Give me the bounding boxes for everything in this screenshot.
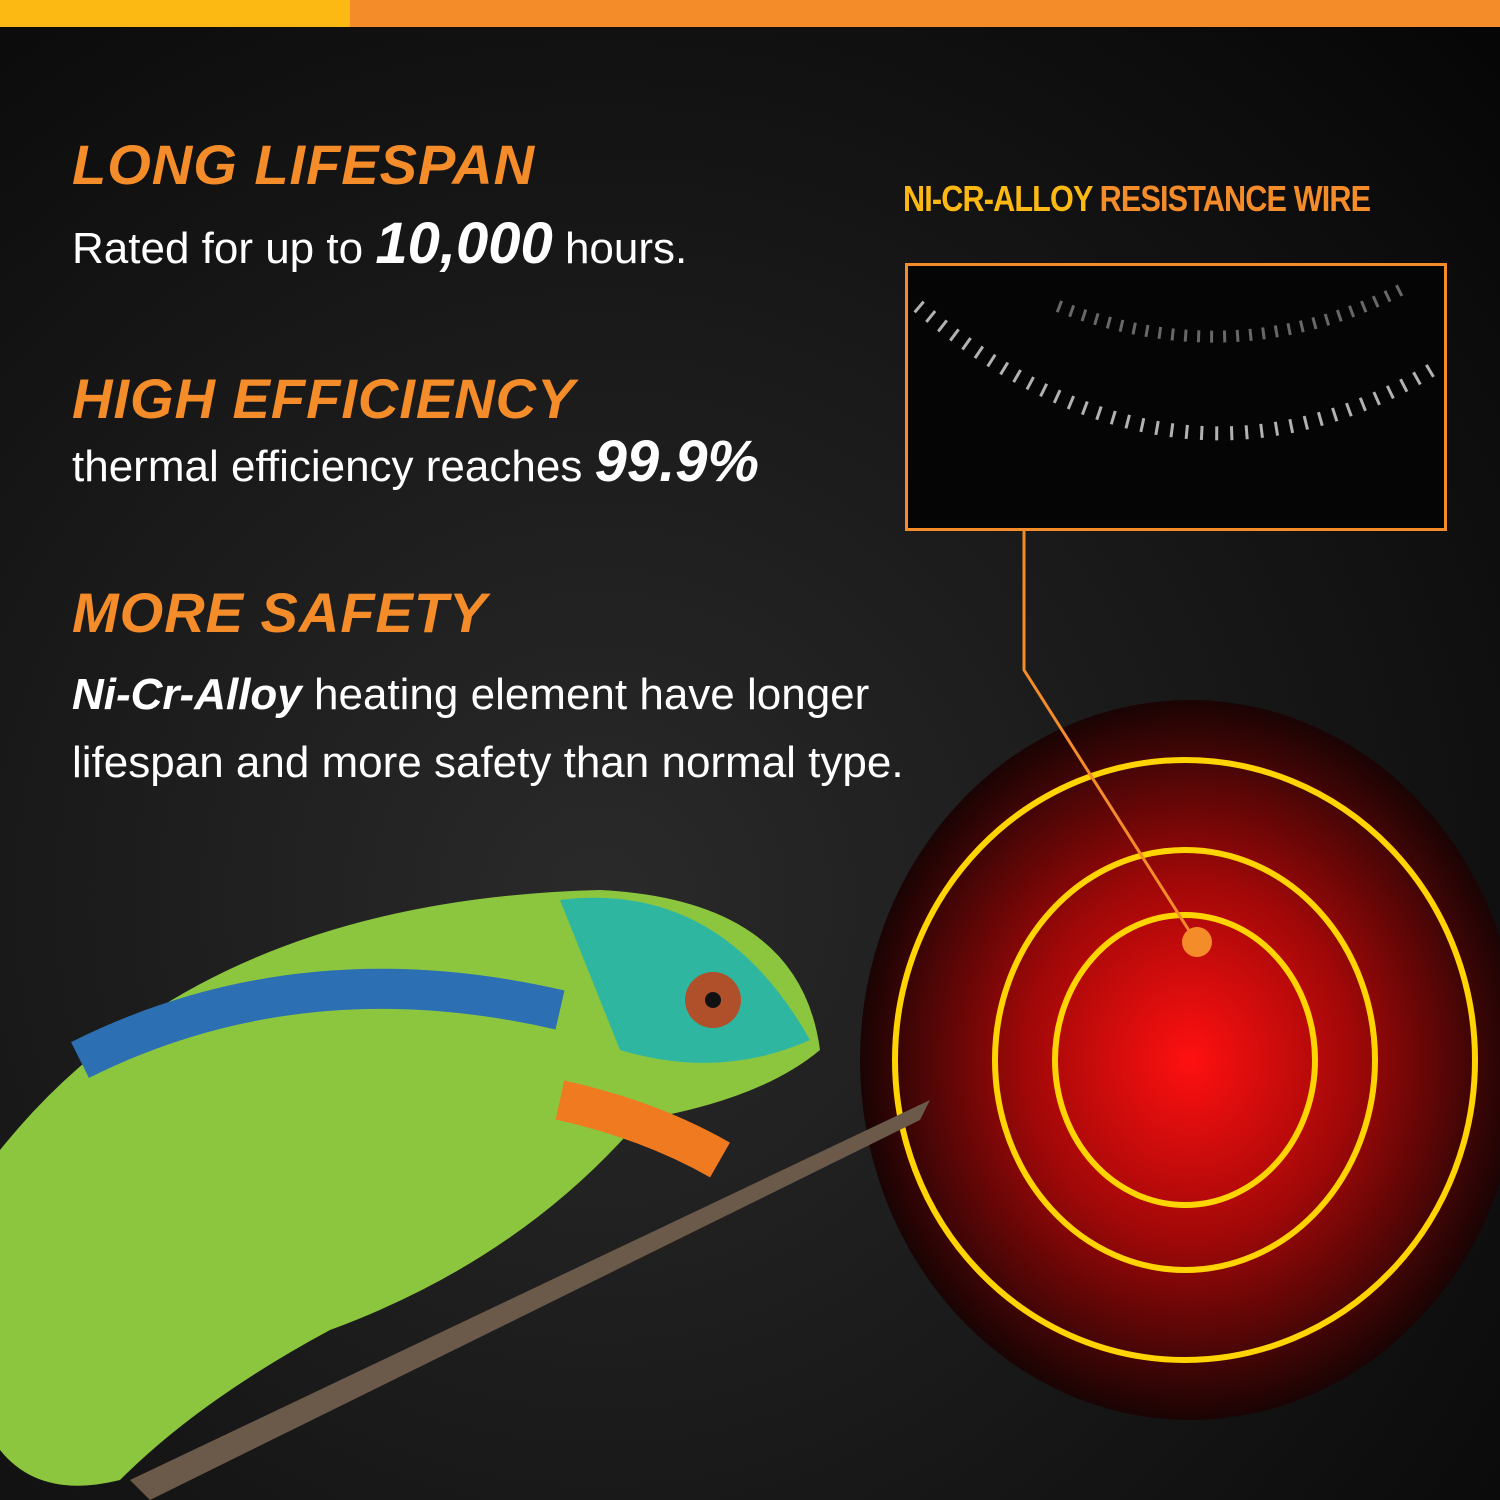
ring-inner <box>1052 912 1318 1208</box>
feature-title-safety: MORE SAFETY <box>72 581 488 644</box>
feature-text-safety-line1: Ni-Cr-Alloy heating element have longer <box>72 670 869 720</box>
wire-coil-graphic <box>913 280 1442 441</box>
wire-closeup-image <box>905 263 1447 531</box>
highlight-alloy: Ni-Cr-Alloy <box>72 670 302 719</box>
feature-text-safety-line2: lifespan and more safety than normal typ… <box>72 738 904 787</box>
highlight-efficiency: 99.9% <box>594 429 760 494</box>
text: Rated for up to <box>72 224 364 273</box>
top-bar-yellow <box>0 0 350 27</box>
heater-body <box>860 700 1500 1420</box>
chameleon-image <box>0 890 930 1500</box>
callout-dot <box>1182 927 1212 957</box>
feature-text-lifespan: Rated for up to 10,000 hours. <box>72 210 687 277</box>
callout-line <box>1022 530 1197 941</box>
text: thermal efficiency reaches <box>72 442 583 491</box>
label-part2: RESISTANCE WIRE <box>1099 178 1371 219</box>
highlight-hours: 10,000 <box>375 211 553 276</box>
label-part1: NI-CR-ALLOY <box>903 178 1093 219</box>
text: hours. <box>564 224 688 273</box>
feature-text-efficiency: thermal efficiency reaches 99.9% <box>72 428 759 495</box>
callout-label: NI-CR-ALLOY RESISTANCE WIRE <box>903 178 1371 220</box>
feature-title-efficiency: HIGH EFFICIENCY <box>72 367 576 430</box>
ring-outer <box>892 757 1478 1363</box>
top-bar-orange <box>350 0 1500 27</box>
feature-title-lifespan: LONG LIFESPAN <box>72 133 536 196</box>
text: heating element have longer <box>314 670 870 719</box>
ring-middle <box>992 847 1378 1273</box>
